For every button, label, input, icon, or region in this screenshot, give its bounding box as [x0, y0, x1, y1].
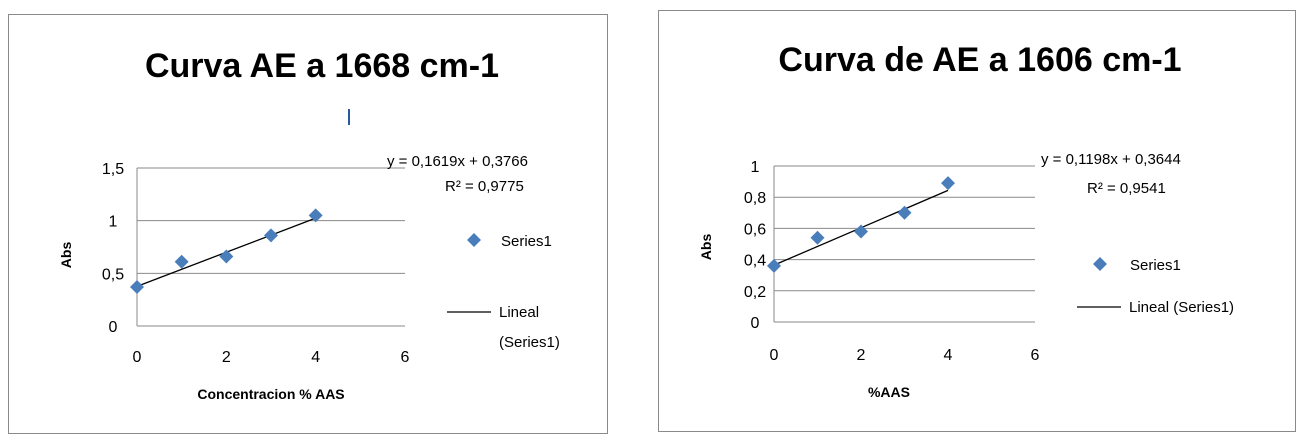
chart-left-data-point — [219, 249, 234, 264]
chart-right-ytick-label: 0,6 — [744, 221, 766, 238]
chart-right-xlabel: %AAS — [868, 384, 910, 400]
chart-left-data-point — [308, 208, 323, 223]
chart-right-ytick-label: 1 — [751, 159, 760, 176]
chart-right-svg: Curva de AE a 1606 cm-1 0 0,2 0,4 0,6 0,8 1 0 2… — [698, 41, 1234, 400]
chart-left-legend-series: Series1 — [501, 233, 552, 250]
chart-panel-left: Curva AE a 1668 cm-1 0 0,5 1 1,5 0 2 4 6 Abs Co… — [8, 14, 608, 434]
chart-right-trend-equation: y = 0,1198x + 0,3644 — [1041, 151, 1181, 168]
chart-right-trend-r2: R² = 0,9541 — [1087, 180, 1166, 197]
chart-right-xtick-label: 0 — [770, 347, 779, 364]
chart-left-xtick-label: 6 — [401, 349, 410, 366]
chart-left-xtick-label: 4 — [311, 349, 320, 366]
chart-left-ylabel: Abs — [58, 242, 74, 269]
chart-right-legend: Series1 Lineal (Series1) — [1077, 257, 1234, 316]
chart-right-title: Curva de AE a 1606 cm-1 — [778, 41, 1181, 79]
chart-panel-right: Curva de AE a 1606 cm-1 0 0,2 0,4 0,6 0,8 1 0 2… — [658, 10, 1296, 432]
chart-right-data-point — [941, 176, 955, 191]
chart-left-plot-area: 0 0,5 1 1,5 0 2 4 6 — [102, 161, 410, 366]
chart-left-xtick-label: 2 — [222, 349, 231, 366]
chart-right-ytick-label: 0,2 — [744, 284, 766, 301]
chart-right-data-point — [767, 258, 781, 273]
chart-right-xtick-label: 6 — [1031, 347, 1040, 364]
chart-left-xtick-label: 0 — [133, 349, 142, 366]
chart-right-legend-series: Series1 — [1130, 257, 1181, 274]
chart-left-ytick-label: 0 — [109, 319, 118, 336]
chart-left-legend-marker — [467, 233, 481, 247]
chart-left-ytick-label: 0,5 — [102, 266, 124, 283]
chart-right-xtick-label: 4 — [944, 347, 953, 364]
chart-right-ytick-label: 0 — [751, 315, 760, 332]
chart-right-legend-marker — [1093, 257, 1107, 271]
chart-right-xtick-label: 2 — [857, 347, 866, 364]
chart-right-ytick-label: 0,8 — [744, 190, 766, 207]
chart-left-ytick-label: 1,5 — [102, 161, 124, 178]
chart-left-data-point — [174, 254, 189, 269]
chart-right-data-point — [854, 224, 868, 239]
chart-left-data-point — [130, 280, 144, 295]
chart-right-data-point — [810, 230, 825, 245]
chart-left-trend-equation: y = 0,1619x + 0,3766 — [387, 153, 528, 170]
chart-left-title: Curva AE a 1668 cm-1 — [145, 47, 499, 85]
chart-right-plot-area: 0 0,2 0,4 0,6 0,8 1 0 2 4 6 — [744, 159, 1040, 364]
chart-right-ytick-label: 0,4 — [744, 253, 766, 270]
chart-left-trend-r2: R² = 0,9775 — [445, 178, 524, 195]
chart-right-ylabel: Abs — [698, 234, 714, 261]
chart-left-data-point — [264, 228, 278, 243]
chart-left-legend-trend-2: (Series1) — [499, 334, 560, 351]
chart-left-legend: Series1 Lineal (Series1) — [447, 233, 560, 351]
chart-left-ytick-label: 1 — [109, 214, 118, 231]
chart-left-xlabel: Concentracion % AAS — [197, 386, 344, 402]
chart-left-svg: Curva AE a 1668 cm-1 0 0,5 1 1,5 0 2 4 6 Abs Co… — [58, 47, 560, 402]
chart-left-legend-trend-1: Lineal — [499, 304, 539, 321]
chart-right-data-point — [897, 205, 912, 220]
chart-right-legend-trend: Lineal (Series1) — [1129, 299, 1234, 316]
